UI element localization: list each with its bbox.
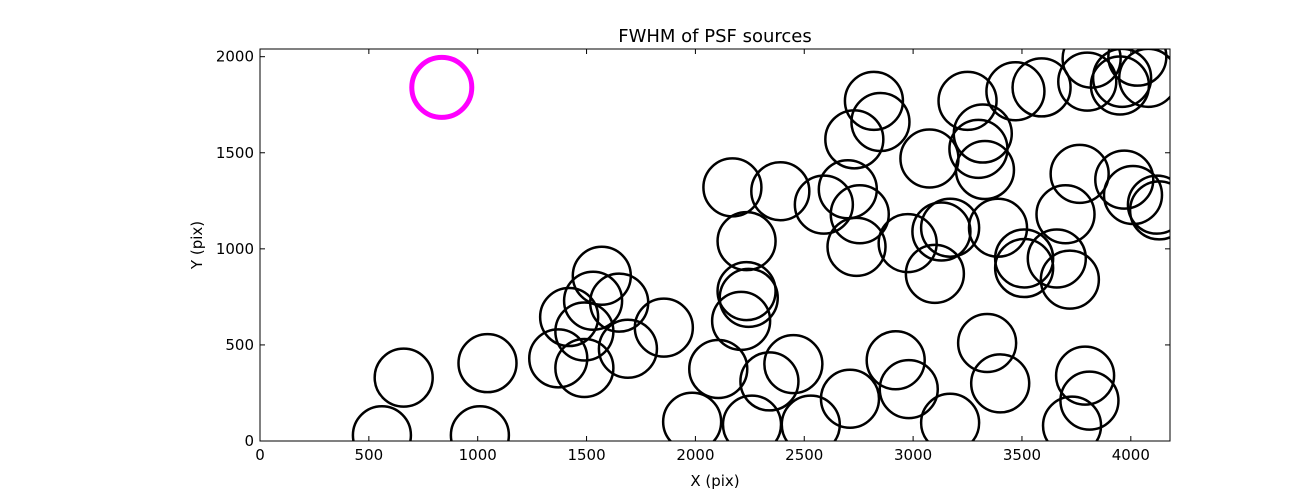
y-tick-label: 1500 [216,144,254,162]
psf-source-marker [780,394,842,441]
psf-source-marker [1039,249,1101,310]
markers-layer [351,49,1170,441]
y-axis-label: Y (pix) [188,221,206,270]
psf-source-marker [457,332,518,394]
psf-source-marker [373,347,434,408]
psf-source-marker [904,243,966,305]
psf-source-marker [562,270,624,331]
psf-source-marker [993,228,1055,289]
psf-source-marker [1117,49,1170,109]
psf-source-marker [1128,180,1170,241]
psf-source-marker [1126,174,1170,235]
psf-source-marker [819,368,881,429]
psf-source-marker [718,267,779,329]
psf-source-marker [538,286,600,348]
psf-source-marker [1041,395,1103,441]
psf-source-marker [661,391,723,441]
x-tick-label: 3500 [1003,446,1041,464]
psf-source-marker [843,70,905,132]
psf-source-marker [1049,143,1110,205]
psf-source-marker [763,333,824,395]
psf-source-marker [829,184,891,245]
psf-source-marker [449,404,511,441]
psf-source-marker [716,210,777,272]
psf-source-marker [1094,149,1155,210]
psf-source-marker [865,330,926,391]
psf-source-marker [993,237,1055,299]
y-axis: 0 500 1000 1500 2000 [216,48,1170,450]
y-tick-label: 2000 [216,48,254,66]
psf-source-marker [985,61,1046,122]
psf-source-marker [793,174,855,235]
psf-source-marker [1035,184,1096,245]
psf-source-marker [710,290,772,352]
psf-source-marker [824,109,885,170]
x-tick-label: 2000 [676,446,714,464]
psf-source-marker [952,103,1014,164]
psf-source-marker [528,328,589,389]
y-tick-label: 500 [225,336,254,354]
psf-source-marker [351,404,413,441]
psf-source-marker [1026,228,1088,289]
chart-title: FWHM of PSF sources [618,26,812,47]
x-axis: 0 500 1000 1500 2000 2500 3000 3500 4000 [255,49,1150,464]
psf-source-marker [633,297,695,358]
psf-source-marker [877,212,938,274]
psf-source-marker [919,392,981,441]
psf-source-marker [554,337,615,399]
x-axis-label: X (pix) [690,472,739,490]
psf-source-marker [750,160,811,222]
reference-fwhm-marker [409,54,475,120]
psf-source-marker [850,91,911,153]
psf-source-marker [1054,345,1116,406]
psf-source-marker [739,351,800,412]
psf-source-marker [956,312,1018,374]
psf-source-marker [1091,49,1153,109]
psf-source-marker [716,260,777,322]
psf-source-marker [937,70,998,132]
psf-source-marker [1011,57,1072,118]
x-tick-label: 3000 [894,446,932,464]
x-tick-label: 1500 [567,446,605,464]
psf-source-marker [571,245,633,306]
psf-source-marker [597,318,659,380]
psf-source-marker [969,353,1031,414]
y-tick-label: 1000 [216,240,254,258]
plot-frame [259,48,1171,442]
y-tick-label: 0 [244,432,254,450]
psf-source-marker [954,139,1016,201]
psf-source-marker [1059,370,1120,431]
psf-source-marker [919,197,981,258]
x-tick-label: 0 [255,446,265,464]
psf-source-marker [826,216,887,278]
x-tick-label: 1000 [459,446,497,464]
x-tick-label: 2500 [785,446,823,464]
psf-source-marker [1057,51,1118,112]
psf-source-marker [878,358,940,420]
x-tick-label: 4000 [1112,446,1150,464]
x-tick-label: 500 [355,446,384,464]
